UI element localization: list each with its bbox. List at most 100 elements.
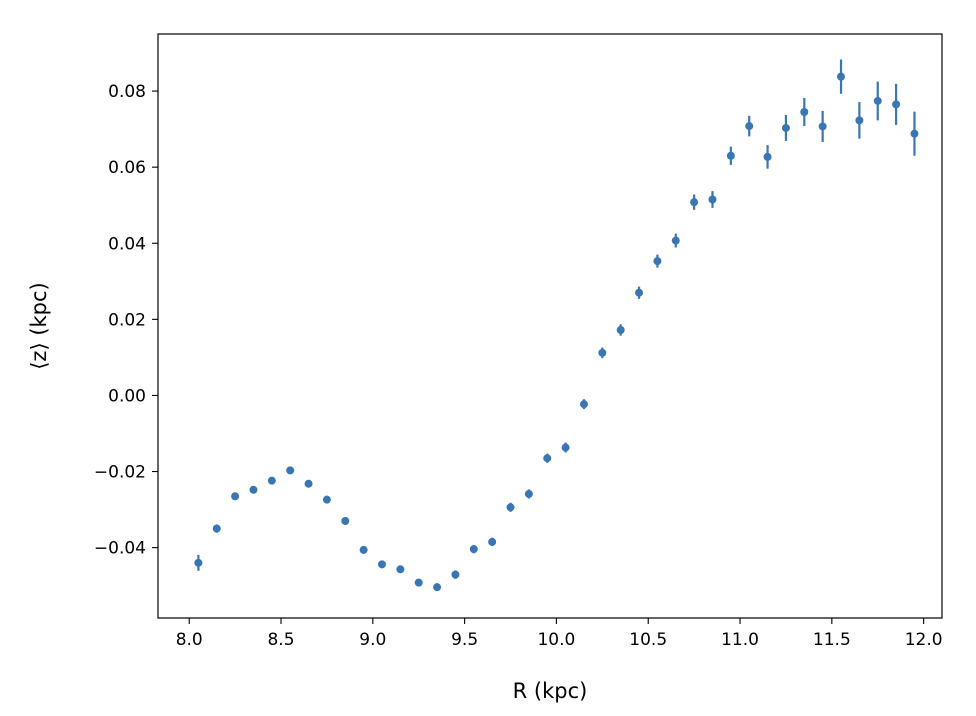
data-point bbox=[506, 502, 515, 512]
data-marker bbox=[378, 560, 386, 569]
data-point bbox=[451, 570, 460, 579]
data-point bbox=[781, 115, 790, 141]
data-marker bbox=[469, 545, 478, 554]
x-tick-label: 10.5 bbox=[629, 630, 667, 650]
data-markers bbox=[194, 59, 919, 592]
y-axis-ticks: −0.04 −0.02 0.00 0.02 0.04 0.06 0.08 bbox=[94, 82, 158, 559]
data-marker bbox=[561, 443, 570, 452]
data-point bbox=[469, 544, 478, 554]
x-tick-label: 8.0 bbox=[176, 630, 203, 650]
data-marker bbox=[194, 558, 203, 567]
data-marker bbox=[286, 466, 295, 475]
x-tick-label: 9.0 bbox=[359, 630, 386, 650]
data-point bbox=[359, 545, 368, 554]
data-point bbox=[690, 194, 699, 210]
data-marker bbox=[708, 195, 717, 204]
data-marker bbox=[451, 570, 460, 579]
data-point bbox=[579, 399, 588, 410]
data-point bbox=[396, 565, 405, 574]
x-axis-ticks: 8.0 8.5 9.0 9.5 10.0 10.5 11.0 11.5 12.0 bbox=[176, 618, 943, 650]
data-marker bbox=[396, 565, 405, 574]
data-marker bbox=[818, 122, 827, 131]
y-tick-label: 0.08 bbox=[108, 82, 146, 102]
data-marker bbox=[231, 492, 240, 501]
data-marker bbox=[359, 545, 368, 554]
data-marker bbox=[433, 583, 442, 592]
x-tick-label: 12.0 bbox=[905, 630, 943, 650]
data-marker bbox=[616, 325, 625, 334]
data-marker bbox=[690, 198, 699, 207]
data-point bbox=[488, 537, 497, 547]
data-point bbox=[212, 524, 221, 533]
data-point bbox=[378, 560, 386, 569]
data-point bbox=[671, 233, 680, 248]
data-point bbox=[267, 476, 276, 485]
data-marker bbox=[598, 348, 607, 357]
x-tick-label: 11.0 bbox=[721, 630, 759, 650]
data-point bbox=[873, 81, 882, 121]
data-point bbox=[653, 254, 662, 268]
y-tick-label: −0.04 bbox=[94, 539, 146, 559]
data-marker bbox=[781, 123, 790, 132]
data-point bbox=[322, 495, 331, 504]
data-marker bbox=[212, 524, 221, 533]
data-point bbox=[892, 83, 901, 125]
data-point bbox=[855, 102, 864, 139]
data-marker bbox=[910, 129, 919, 138]
data-point bbox=[543, 453, 552, 463]
x-axis-label: R (kpc) bbox=[513, 679, 588, 703]
data-point bbox=[304, 479, 313, 488]
data-marker bbox=[800, 107, 809, 116]
data-point bbox=[231, 492, 240, 501]
data-point bbox=[818, 110, 827, 143]
plot-frame bbox=[157, 33, 943, 619]
data-marker bbox=[855, 116, 864, 125]
y-axis-label: ⟨z⟩ (kpc) bbox=[27, 282, 51, 370]
data-point bbox=[433, 583, 442, 592]
data-marker bbox=[726, 151, 735, 160]
x-tick-label: 8.5 bbox=[267, 630, 294, 650]
y-tick-label: −0.02 bbox=[94, 463, 146, 483]
data-point bbox=[763, 145, 772, 169]
data-point bbox=[414, 578, 423, 587]
data-point bbox=[910, 111, 919, 156]
data-point bbox=[726, 146, 735, 165]
data-marker bbox=[414, 578, 423, 587]
data-point bbox=[194, 554, 203, 571]
data-marker bbox=[763, 152, 772, 161]
y-tick-label: 0.04 bbox=[108, 234, 146, 254]
data-point bbox=[249, 485, 258, 494]
data-marker bbox=[671, 236, 680, 245]
x-tick-label: 10.0 bbox=[537, 630, 575, 650]
y-tick-label: 0.02 bbox=[108, 310, 146, 330]
y-tick-label: 0.00 bbox=[108, 386, 146, 406]
data-marker bbox=[524, 489, 533, 498]
data-point bbox=[598, 347, 607, 359]
data-marker bbox=[506, 503, 515, 512]
data-point bbox=[800, 97, 809, 127]
data-point bbox=[524, 489, 533, 499]
data-marker bbox=[543, 454, 552, 463]
data-marker bbox=[653, 257, 662, 266]
data-point bbox=[708, 191, 717, 208]
y-tick-label: 0.06 bbox=[108, 158, 146, 178]
data-marker bbox=[873, 96, 882, 105]
data-marker bbox=[267, 476, 276, 485]
data-marker bbox=[837, 72, 846, 81]
data-point bbox=[561, 442, 570, 453]
data-point bbox=[286, 466, 295, 475]
data-point bbox=[837, 59, 846, 94]
data-marker bbox=[745, 122, 754, 131]
data-point bbox=[341, 516, 350, 525]
x-tick-label: 11.5 bbox=[813, 630, 851, 650]
data-marker bbox=[579, 400, 588, 409]
data-point bbox=[635, 286, 644, 299]
data-marker bbox=[341, 516, 350, 525]
data-marker bbox=[249, 485, 258, 494]
x-tick-label: 9.5 bbox=[451, 630, 478, 650]
data-marker bbox=[635, 288, 644, 297]
data-marker bbox=[892, 100, 901, 109]
data-marker bbox=[322, 495, 331, 504]
data-marker bbox=[488, 537, 497, 546]
